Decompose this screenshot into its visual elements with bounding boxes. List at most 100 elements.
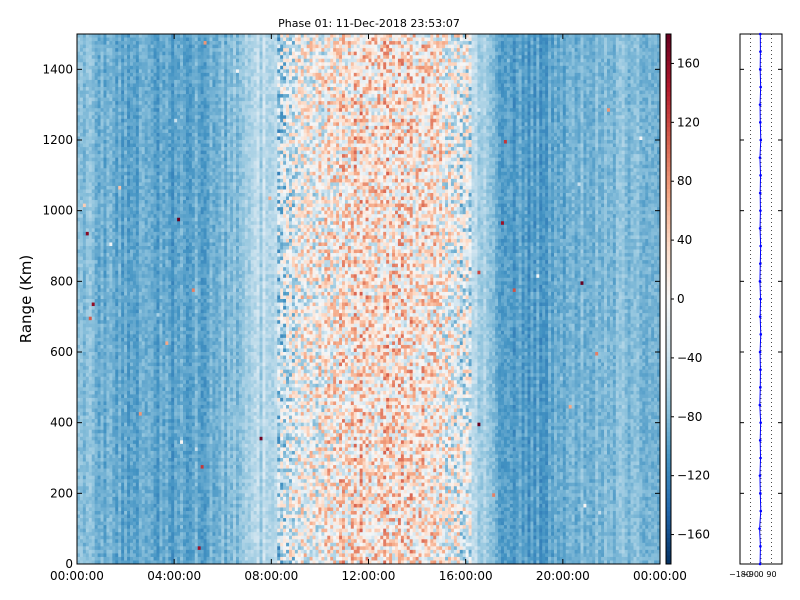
heatmap-cell	[171, 242, 174, 246]
heatmap-cell	[92, 140, 95, 144]
heatmap-cell	[104, 242, 107, 246]
heatmap-cell	[133, 172, 136, 176]
heatmap-cell	[151, 454, 154, 458]
heatmap-cell	[145, 504, 148, 508]
heatmap-cell	[168, 189, 171, 193]
heatmap-cell	[89, 437, 92, 441]
heatmap-cell	[127, 493, 130, 497]
heatmap-cell	[136, 172, 139, 176]
heatmap-cell	[106, 469, 109, 473]
heatmap-cell	[92, 416, 95, 420]
heatmap-cell	[168, 295, 171, 299]
heatmap-cell	[104, 483, 107, 487]
heatmap-cell	[104, 197, 107, 201]
heatmap-cell	[112, 550, 115, 554]
heatmap-cell	[136, 271, 139, 275]
heatmap-cell	[106, 515, 109, 519]
heatmap-cell	[127, 253, 130, 257]
heatmap-cell	[168, 380, 171, 384]
heatmap-cell	[98, 267, 101, 271]
heatmap-cell	[130, 115, 133, 119]
heatmap-cell	[98, 462, 101, 466]
heatmap-cell	[165, 45, 168, 49]
heatmap-cell	[92, 352, 95, 356]
heatmap-cell	[148, 356, 151, 360]
heatmap-cell	[139, 462, 142, 466]
heatmap-cell	[165, 500, 168, 504]
heatmap-cell	[145, 239, 148, 243]
heatmap-cell	[124, 370, 127, 374]
heatmap-cell	[95, 370, 98, 374]
heatmap-cell	[139, 108, 142, 112]
heatmap-cell	[95, 105, 98, 109]
heatmap-cell	[154, 377, 157, 381]
heatmap-cell	[98, 370, 101, 374]
heatmap-cell	[154, 419, 157, 423]
heatmap-cell	[148, 507, 151, 511]
heatmap-cell	[148, 76, 151, 80]
heatmap-cell	[154, 112, 157, 116]
heatmap-cell	[148, 200, 151, 204]
heatmap-cell	[115, 48, 118, 52]
heatmap-cell	[145, 69, 148, 73]
heatmap-cell	[98, 458, 101, 462]
heatmap-cell	[112, 426, 115, 430]
heatmap-cell	[115, 493, 118, 497]
heatmap-cell	[101, 264, 104, 268]
heatmap-cell	[136, 299, 139, 303]
heatmap-cell	[127, 387, 130, 391]
heatmap-cell	[168, 214, 171, 218]
heatmap-cell	[95, 433, 98, 437]
heatmap-cell	[80, 394, 83, 398]
heatmap-cell	[92, 324, 95, 328]
heatmap-cell	[139, 486, 142, 490]
heatmap-cell	[139, 83, 142, 87]
heatmap-cell	[148, 348, 151, 352]
heatmap-cell	[130, 200, 133, 204]
heatmap-cell	[151, 479, 154, 483]
heatmap-cell	[159, 338, 162, 342]
heatmap-cell	[145, 543, 148, 547]
heatmap-cell	[154, 299, 157, 303]
heatmap-cell	[115, 274, 118, 278]
heatmap-cell	[112, 317, 115, 321]
figure: Phase 01: 11-Dec-2018 23:53:07 Range (Km…	[0, 0, 800, 600]
heatmap-cell	[130, 168, 133, 172]
heatmap-cell	[159, 536, 162, 540]
heatmap-cell	[162, 186, 165, 190]
heatmap-cell	[148, 532, 151, 536]
heatmap-cell	[154, 363, 157, 367]
heatmap-cell	[139, 444, 142, 448]
heatmap-cell	[104, 469, 107, 473]
heatmap-cell	[171, 151, 174, 155]
heatmap-cell	[145, 186, 148, 190]
heatmap-cell	[139, 168, 142, 172]
heatmap-cell	[92, 394, 95, 398]
heatmap-cell	[145, 377, 148, 381]
heatmap-cell	[95, 246, 98, 250]
heatmap-cell	[148, 98, 151, 102]
heatmap-cell	[151, 504, 154, 508]
heatmap-cell	[83, 310, 86, 314]
heatmap-cell	[80, 59, 83, 63]
heatmap-cell	[145, 235, 148, 239]
heatmap-cell	[115, 179, 118, 183]
heatmap-cell	[95, 306, 98, 310]
heatmap-cell	[109, 447, 112, 451]
heatmap-cell	[104, 267, 107, 271]
heatmap-cell	[165, 525, 168, 529]
heatmap-cell	[151, 182, 154, 186]
heatmap-cell	[92, 462, 95, 466]
heatmap-cell	[109, 553, 112, 557]
heatmap-cell	[83, 469, 86, 473]
heatmap-cell	[106, 34, 109, 38]
heatmap-cell	[133, 546, 136, 550]
heatmap-cell	[171, 204, 174, 208]
heatmap-cell	[165, 324, 168, 328]
heatmap-cell	[159, 423, 162, 427]
heatmap-cell	[95, 193, 98, 197]
heatmap-cell	[89, 490, 92, 494]
heatmap-cell	[89, 108, 92, 112]
heatmap-cell	[80, 546, 83, 550]
heatmap-cell	[95, 147, 98, 151]
